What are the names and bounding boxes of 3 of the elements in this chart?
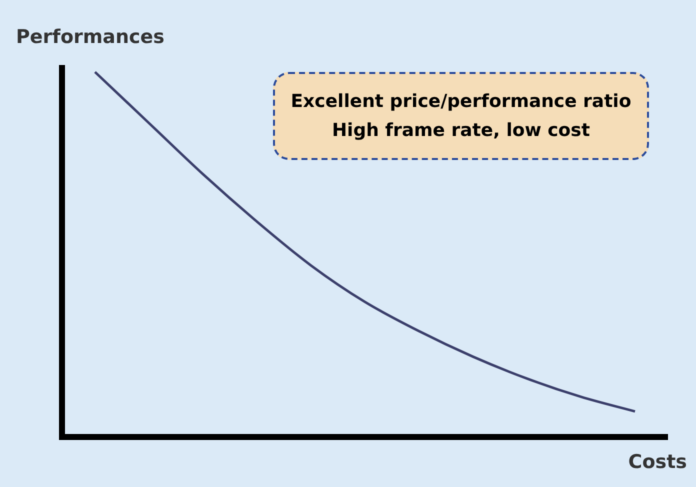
annotation: Excellent price/performance ratio High frame rate, low cost [273,72,649,160]
x-axis-title: Costs [628,450,687,473]
y-axis-title: Performances [16,26,164,48]
